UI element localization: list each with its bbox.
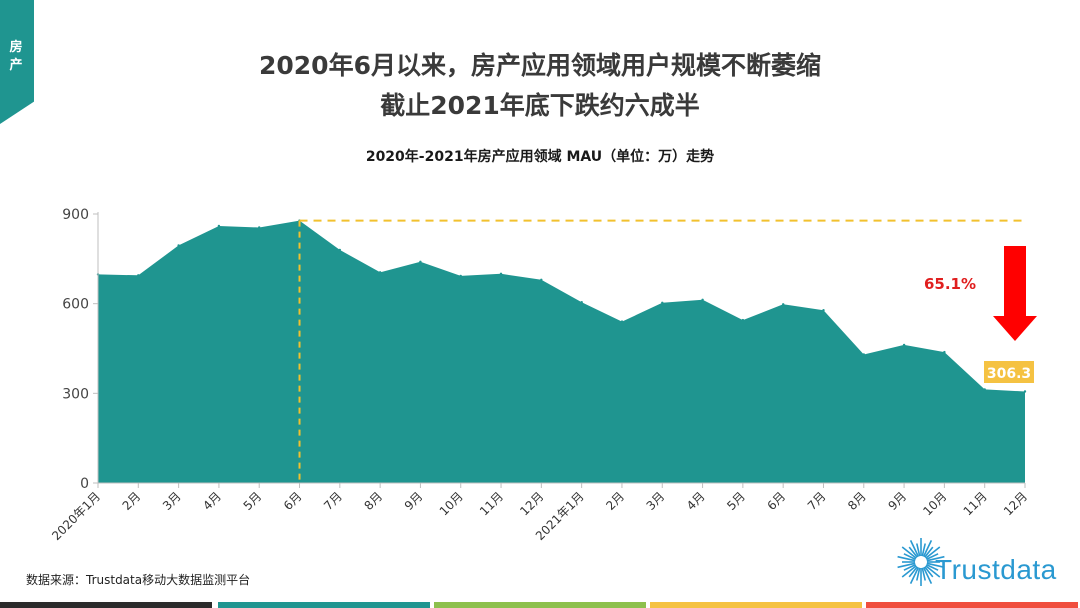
decline-percent-label: 65.1%: [924, 275, 976, 293]
down-arrow-icon: [993, 246, 1037, 341]
data-point: [782, 303, 785, 306]
data-point: [459, 274, 462, 278]
data-point: [177, 244, 180, 247]
x-tick-label: 10月: [920, 489, 949, 518]
logo-ray: [926, 563, 939, 571]
bottom-bar-segment: [866, 602, 1078, 608]
logo-ray: [922, 567, 933, 584]
data-point: [580, 301, 583, 304]
data-point: [862, 353, 865, 356]
data-point: [983, 388, 986, 391]
trustdata-logo-icon: [897, 538, 945, 586]
logo-ray: [909, 540, 920, 557]
data-source: 数据来源：Trustdata移动大数据监测平台: [26, 573, 251, 587]
logo-ray: [901, 546, 917, 559]
data-point: [1023, 390, 1027, 393]
x-tick-label: 3月: [160, 489, 184, 513]
x-tick-label: 6月: [765, 489, 789, 513]
bottom-bar-segment: [0, 602, 212, 608]
data-point: [701, 298, 704, 301]
data-point: [258, 226, 261, 229]
data-point: [943, 350, 946, 354]
data-point: [419, 260, 422, 263]
logo-ray: [926, 555, 945, 562]
y-tick-label: 300: [62, 386, 89, 402]
logo-ray: [916, 567, 921, 581]
x-tick-label: 4月: [684, 489, 708, 513]
mau-area: [98, 220, 1025, 483]
logo-ray: [922, 540, 933, 557]
headline-line1: 2020年6月以来，房产应用领域用户规模不断萎缩: [259, 51, 821, 80]
x-tick-label: 11月: [477, 489, 506, 518]
data-point: [902, 343, 906, 347]
logo-ray: [908, 546, 918, 558]
logo-ray: [903, 553, 916, 561]
data-point: [499, 272, 503, 275]
headline-line2: 截止2021年底下跌约六成半: [380, 91, 700, 120]
data-point: [661, 301, 664, 304]
data-point: [540, 278, 543, 281]
bottom-bar-segment: [650, 602, 862, 608]
logo-ray: [925, 546, 941, 559]
data-point: [338, 248, 341, 252]
x-tick-label: 7月: [321, 489, 345, 513]
logo-ray: [901, 565, 917, 578]
logo-ray: [908, 566, 918, 578]
y-tick-label: 600: [62, 297, 89, 313]
x-tick-label: 2月: [120, 489, 144, 513]
bottom-bar-segment: [218, 602, 430, 608]
data-point: [378, 271, 382, 274]
x-tick-label: 2月: [603, 489, 627, 513]
x-tick-label: 9月: [402, 489, 426, 513]
data-point: [217, 224, 221, 228]
last-value-label: 306.3: [987, 366, 1031, 382]
x-tick-label: 12月: [517, 489, 546, 518]
logo-ray: [925, 565, 941, 578]
y-tick-label: 900: [62, 207, 89, 223]
x-tick-label: 10月: [437, 489, 466, 518]
logo-ray: [924, 566, 934, 578]
y-tick-label: 0: [80, 476, 89, 492]
x-tick-label: 6月: [281, 489, 305, 513]
x-tick-label: 8月: [845, 489, 869, 513]
chart-title: 2020年-2021年房产应用领域 MAU（单位：万）走势: [365, 149, 715, 165]
data-point: [741, 318, 745, 322]
data-point: [620, 320, 624, 323]
x-tick-label: 5月: [724, 489, 748, 513]
logo-ray: [916, 543, 921, 557]
bottom-bar-segment: [434, 602, 646, 608]
x-tick-label: 5月: [241, 489, 265, 513]
x-tick-label: 12月: [1001, 489, 1030, 518]
x-tick-label: 11月: [961, 489, 990, 518]
x-tick-label: 3月: [644, 489, 668, 513]
x-tick-label: 2020年1月: [49, 489, 103, 543]
logo-ray: [926, 553, 939, 561]
logo-ray: [897, 555, 916, 562]
data-point: [137, 274, 140, 277]
section-tab-label: 房产: [9, 40, 23, 73]
data-point: [822, 309, 825, 312]
logo-ray: [924, 546, 934, 558]
logo-ray: [921, 567, 926, 581]
logo-ray: [903, 563, 916, 571]
logo-ray: [926, 562, 945, 569]
section-tab: 房产: [0, 0, 34, 124]
x-tick-label: 4月: [200, 489, 224, 513]
logo-ray: [909, 567, 920, 584]
logo-ray: [897, 562, 916, 569]
logo-ray: [921, 543, 926, 557]
x-tick-label: 7月: [805, 489, 829, 513]
x-tick-label: 8月: [361, 489, 385, 513]
x-tick-label: 9月: [885, 489, 909, 513]
logo-text: Trustdata: [935, 554, 1057, 585]
last-value-callout-bg: [984, 361, 1034, 383]
